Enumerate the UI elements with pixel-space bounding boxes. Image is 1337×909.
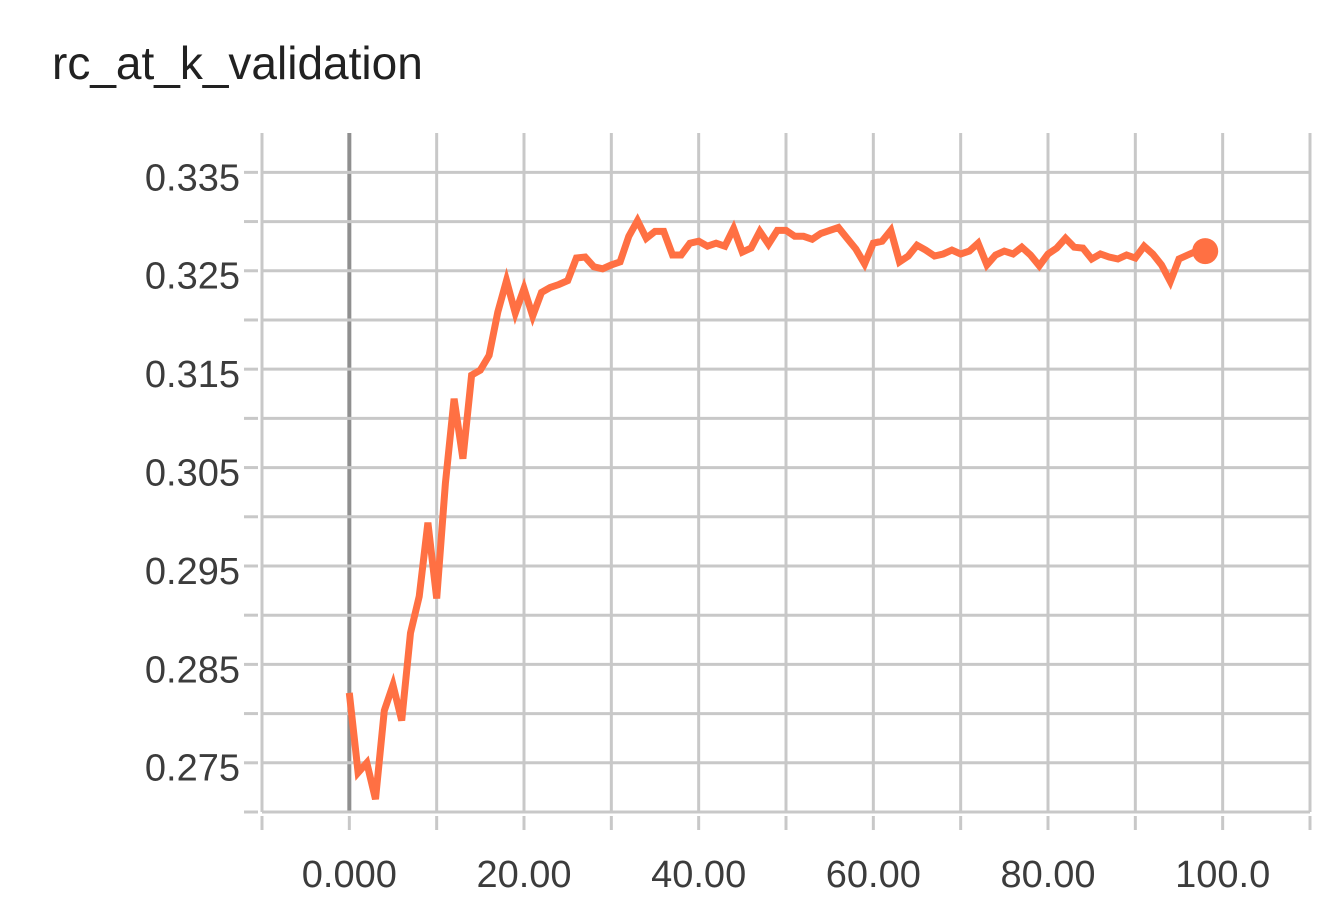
series-layer (345, 213, 1219, 801)
x-tick-label: 100.0 (1175, 854, 1270, 896)
y-tick-label: 0.335 (145, 157, 240, 199)
y-tick-label: 0.305 (145, 453, 240, 495)
x-tick-label: 60.00 (826, 854, 921, 896)
x-tick-label: 40.00 (651, 854, 746, 896)
x-tick-label: 0.000 (302, 854, 397, 896)
y-tick-label: 0.275 (145, 748, 240, 790)
y-axis: 0.275 0.285 0.295 0.305 0.315 0.325 0.335 (145, 157, 258, 814)
chart-title: rc_at_k_validation (52, 37, 423, 89)
x-axis: 0.000 20.00 40.00 60.00 80.00 100.0 (260, 816, 1312, 896)
y-tick-label: 0.315 (145, 354, 240, 396)
x-tick-label: 80.00 (1000, 854, 1095, 896)
y-tick-label: 0.325 (145, 256, 240, 298)
y-tick-label: 0.285 (145, 649, 240, 691)
y-tick-label: 0.295 (145, 551, 240, 593)
x-tick-label: 20.00 (476, 854, 571, 896)
last-point-marker (1192, 238, 1219, 265)
grid (260, 133, 1312, 814)
series-line (345, 213, 1206, 801)
